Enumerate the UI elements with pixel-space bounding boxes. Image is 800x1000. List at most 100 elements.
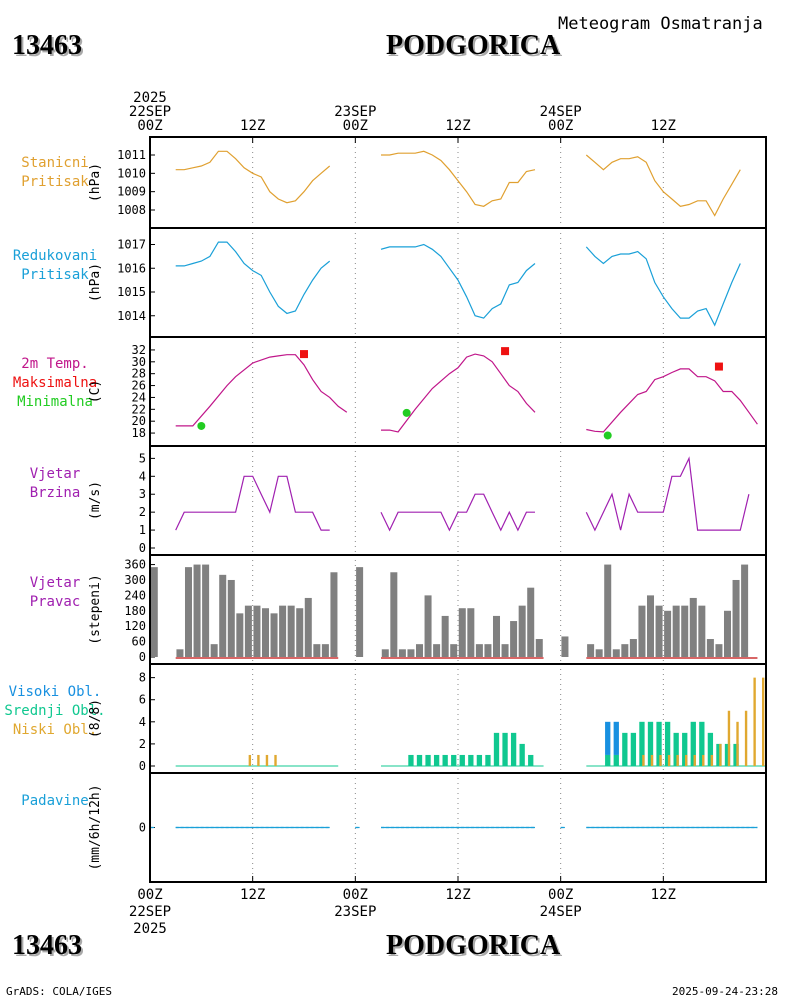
time-label-top: 12Z	[240, 118, 265, 134]
low-cloud-bar	[650, 754, 654, 766]
wind-direction-bar	[698, 605, 706, 657]
label-line: Pravac	[29, 594, 81, 610]
label-temperature: 2m Temp. Maksimalna Minimalna	[0, 355, 110, 412]
mid-cloud-bar	[519, 743, 525, 766]
time-label-bottom: 00Z	[137, 887, 162, 903]
y-tick-label: 0	[139, 541, 146, 555]
wind-direction-bar	[184, 567, 193, 657]
y-tick-label: 1008	[117, 203, 146, 217]
wind-direction-bar	[723, 610, 732, 657]
y-tick-label: 4	[139, 469, 146, 483]
wind-direction-bar	[535, 639, 543, 657]
low-cloud-bar	[744, 710, 748, 766]
mid-cloud-bar	[699, 721, 705, 766]
wind-direction-bar	[595, 649, 603, 657]
wind-direction-bar	[501, 644, 509, 657]
wind-direction-bar	[706, 639, 714, 657]
y-tick-label: 18	[132, 426, 146, 440]
mid-cloud-bar	[647, 721, 654, 766]
y-tick-label: 0	[139, 759, 146, 773]
time-label-bottom: 12Z	[651, 887, 676, 903]
label-line: Pritisak	[21, 267, 89, 283]
y-tick-label: 0	[139, 650, 146, 664]
wind-direction-bar	[510, 621, 518, 657]
label-line: Pritisak	[21, 174, 89, 190]
time-label-bottom: 24SEP	[540, 904, 582, 920]
label-line: Padavine	[21, 793, 89, 809]
label-line: 2m Temp.	[21, 356, 89, 372]
wind-direction-bar	[253, 605, 261, 657]
min-temp-marker	[603, 431, 612, 440]
y-tick-label: 0	[139, 821, 146, 835]
mid-cloud-bar	[630, 732, 637, 766]
wind-direction-bar	[732, 579, 740, 657]
station-id-top: 13463	[12, 30, 82, 61]
unit-label: (m/s)	[88, 481, 103, 520]
wind-direction-bar	[321, 644, 329, 657]
time-label-bottom: 12Z	[445, 887, 470, 903]
y-tick-label: 300	[124, 573, 146, 587]
y-tick-label: 24	[132, 390, 146, 404]
credit-text: GrADS: COLA/IGES	[6, 985, 112, 998]
y-tick-label: 1011	[117, 148, 146, 162]
y-tick-label: 1015	[117, 285, 146, 299]
low-cloud-bar	[753, 677, 756, 766]
wind-direction-bar	[638, 605, 646, 657]
wind-direction-bar	[527, 587, 535, 657]
mid-cloud-bar	[510, 732, 517, 766]
wind_speed-line	[380, 493, 535, 532]
low-cloud-bar	[257, 754, 260, 766]
low-cloud-bar	[736, 721, 739, 766]
wind-direction-bar	[458, 608, 466, 657]
label-line: Redukovani	[12, 248, 98, 264]
wind-direction-bar	[261, 608, 270, 657]
label-station-pressure: Stanicni Pritisak	[0, 154, 110, 192]
label-line: Niski Obl.	[12, 722, 98, 738]
wind-direction-bar	[655, 605, 663, 657]
mid-cloud-bar	[733, 743, 739, 766]
mid-cloud-bar	[656, 721, 662, 766]
wind-direction-bar	[270, 613, 278, 657]
temperature-line	[175, 354, 348, 427]
time-label-top: 2025	[133, 90, 167, 106]
station_pressure-line	[381, 150, 536, 207]
wind-direction-bar	[612, 649, 620, 657]
time-label-top: 23SEP	[334, 104, 376, 120]
low-cloud-bar	[265, 754, 269, 766]
wind-direction-bar	[227, 579, 235, 657]
low-cloud-bar	[702, 754, 705, 766]
label-line: Minimalna	[17, 394, 93, 410]
high-cloud-bar	[613, 721, 619, 755]
low-cloud-bar	[667, 754, 671, 766]
y-tick-label: 60	[132, 635, 146, 649]
mid-cloud-bar	[408, 754, 414, 766]
mid-cloud-bar	[502, 732, 508, 766]
unit-label: (8/8)	[88, 699, 103, 738]
time-label-bottom: 00Z	[343, 887, 368, 903]
mid-cloud-bar	[707, 732, 714, 766]
y-tick-label: 1	[139, 523, 146, 537]
y-tick-label: 5	[139, 451, 146, 465]
wind-direction-bar	[202, 564, 210, 657]
reduced_pressure-line	[175, 241, 331, 315]
mid-cloud-bar	[416, 754, 423, 766]
mid-cloud-bar	[493, 732, 500, 766]
label-cloud-cover: Visoki Obl. Srednji Obl. Niski Obl.	[0, 683, 110, 740]
y-tick-label: 1017	[117, 238, 146, 252]
time-label-bottom: 2025	[133, 921, 167, 937]
mid-cloud-bar	[673, 732, 679, 766]
min-temp-marker	[402, 408, 411, 417]
label-line: Vjetar	[29, 575, 81, 591]
panel-frame-wind_speed	[149, 445, 767, 556]
time-label-top: 12Z	[651, 118, 676, 134]
unit-label: (hPa)	[88, 163, 103, 202]
y-tick-label: 30	[132, 355, 146, 369]
wind-direction-bar	[424, 595, 432, 657]
min-temp-marker	[197, 421, 206, 430]
timestamp-text: 2025-09-24-23:28	[672, 985, 778, 998]
wind-direction-bar	[441, 615, 449, 657]
low-cloud-bar	[248, 754, 252, 766]
time-label-top: 00Z	[343, 118, 368, 134]
time-label-top: 24SEP	[540, 104, 582, 120]
mid-cloud-bar	[605, 754, 611, 766]
